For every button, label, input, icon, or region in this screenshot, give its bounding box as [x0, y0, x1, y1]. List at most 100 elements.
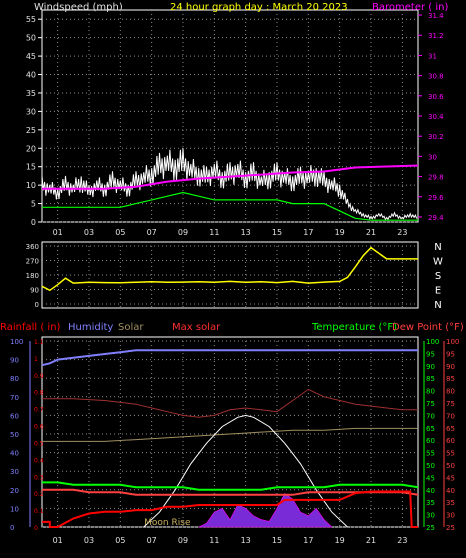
chart-title: 24 hour graph day : March 20 2023 [170, 2, 348, 13]
direction-tick-label: 360 [26, 243, 39, 251]
x-tick-label: 17 [303, 536, 313, 545]
wind-direction-line [41, 246, 418, 292]
x-tick-label: 07 [147, 228, 157, 237]
legend-humidity: Humidity [68, 322, 113, 333]
legend-rainfall: Rainfall ( in) [0, 322, 61, 333]
temperature-tick-label: 50 [426, 462, 435, 470]
direction-tick-label: 180 [26, 272, 39, 280]
x-tick-label: 05 [115, 228, 125, 237]
barometer-tick-label: 31.2 [428, 32, 444, 40]
direction-tick-label: 90 [30, 287, 39, 295]
direction-tick-label: 0 [35, 301, 39, 309]
humidity-tick-label: 80 [10, 375, 19, 383]
x-tick-label: 21 [366, 536, 376, 545]
rainfall-tick-label: 0.8 [34, 390, 44, 397]
barometer-tick-label: 31.4 [428, 12, 444, 20]
chart-layer: 051015202530354045505529.429.629.83030.2… [10, 10, 459, 545]
y-tick-label: 5 [31, 200, 36, 209]
barometer-line [42, 164, 419, 190]
dewpoint-tick-label: 30 [446, 512, 455, 520]
barometer-tick-label: 30 [428, 153, 437, 161]
dewpoint-tick-label: 70 [446, 412, 455, 420]
rainfall-tick-label: 1.1 [34, 339, 44, 346]
dewpoint-tick-label: 80 [446, 388, 455, 396]
rainfall-tick-label: 0.9 [34, 373, 44, 380]
temperature-tick-label: 55 [426, 450, 435, 458]
dewpoint-tick-label: 100 [446, 338, 459, 346]
barometer-tick-label: 30.2 [428, 133, 444, 141]
wind-average-line [42, 191, 418, 221]
y-tick-label: 35 [26, 89, 36, 98]
x-tick-label: 11 [209, 536, 219, 545]
humidity-tick-label: 30 [10, 468, 19, 476]
rainfall-line [42, 490, 418, 528]
temperature-tick-label: 35 [426, 499, 435, 507]
humidity-tick-label: 70 [10, 394, 19, 402]
solar-line [42, 427, 418, 442]
humidity-tick-label: 40 [10, 450, 19, 458]
humidity-tick-label: 90 [10, 357, 19, 365]
humidity-tick-label: 60 [10, 412, 19, 420]
barometer-tick-label: 30.8 [428, 73, 444, 81]
rainfall-tick-label: 0.3 [34, 474, 44, 481]
rainfall-tick-label: 0.6 [34, 424, 44, 431]
rainfall-tick-label: 0 [34, 525, 38, 532]
dewpoint-tick-label: 90 [446, 363, 455, 371]
humidity-tick-label: 50 [10, 431, 19, 439]
temperature-tick-label: 85 [426, 375, 435, 383]
humidity-tick-label: 100 [10, 338, 23, 346]
direction-tick-label: 270 [26, 258, 39, 266]
y-tick-label: 0 [31, 218, 36, 227]
temperature-tick-label: 60 [426, 437, 435, 445]
barometer-tick-label: 29.8 [428, 174, 444, 182]
dewpoint-tick-label: 60 [446, 437, 455, 445]
temperature-tick-label: 90 [426, 363, 435, 371]
windspeed-label: Windspeed (mph) [34, 2, 123, 13]
humidity-tick-label: 20 [10, 487, 19, 495]
y-tick-label: 15 [26, 163, 36, 172]
x-tick-label: 17 [303, 228, 313, 237]
dark-red-line [42, 388, 418, 418]
direction-compass-label: N [434, 300, 441, 311]
direction-compass-label: N [434, 242, 441, 253]
dewpoint-tick-label: 35 [446, 499, 455, 507]
x-tick-label: 05 [115, 536, 125, 545]
temperature-tick-label: 95 [426, 350, 435, 358]
rainfall-tick-label: 1 [34, 356, 38, 363]
temperature-tick-label: 40 [426, 487, 435, 495]
x-tick-label: 13 [241, 228, 251, 237]
temperature-line [42, 481, 419, 491]
barometer-tick-label: 31 [428, 52, 437, 60]
barometer-tick-label: 30.6 [428, 93, 444, 101]
x-tick-label: 09 [178, 536, 188, 545]
legend-max-solar: Max solar [172, 322, 221, 333]
dewpoint-tick-label: 25 [446, 524, 455, 532]
y-tick-label: 25 [26, 126, 36, 135]
temperature-tick-label: 70 [426, 412, 435, 420]
temperature-tick-label: 65 [426, 425, 435, 433]
humidity-line [41, 349, 418, 367]
temperature-tick-label: 30 [426, 512, 435, 520]
humidity-tick-label: 10 [10, 505, 19, 513]
wind-gust-line [41, 148, 418, 221]
x-tick-label: 03 [84, 536, 94, 545]
x-tick-label: 03 [84, 228, 94, 237]
x-tick-label: 23 [397, 536, 407, 545]
y-tick-label: 50 [26, 34, 36, 43]
x-tick-label: 13 [241, 536, 251, 545]
solar-radiation-area [198, 493, 333, 528]
humidity-tick-label: 0 [10, 524, 14, 532]
x-tick-label: 15 [272, 228, 282, 237]
y-tick-label: 40 [26, 71, 36, 80]
dewpoint-tick-label: 85 [446, 375, 455, 383]
moon-rise-annotation: Moon Rise [144, 518, 191, 528]
x-tick-label: 15 [272, 536, 282, 545]
dewpoint-tick-label: 55 [446, 450, 455, 458]
y-tick-label: 30 [26, 107, 36, 116]
x-tick-label: 19 [335, 536, 345, 545]
temperature-tick-label: 100 [426, 338, 439, 346]
temperature-tick-label: 45 [426, 474, 435, 482]
x-tick-label: 01 [53, 228, 63, 237]
